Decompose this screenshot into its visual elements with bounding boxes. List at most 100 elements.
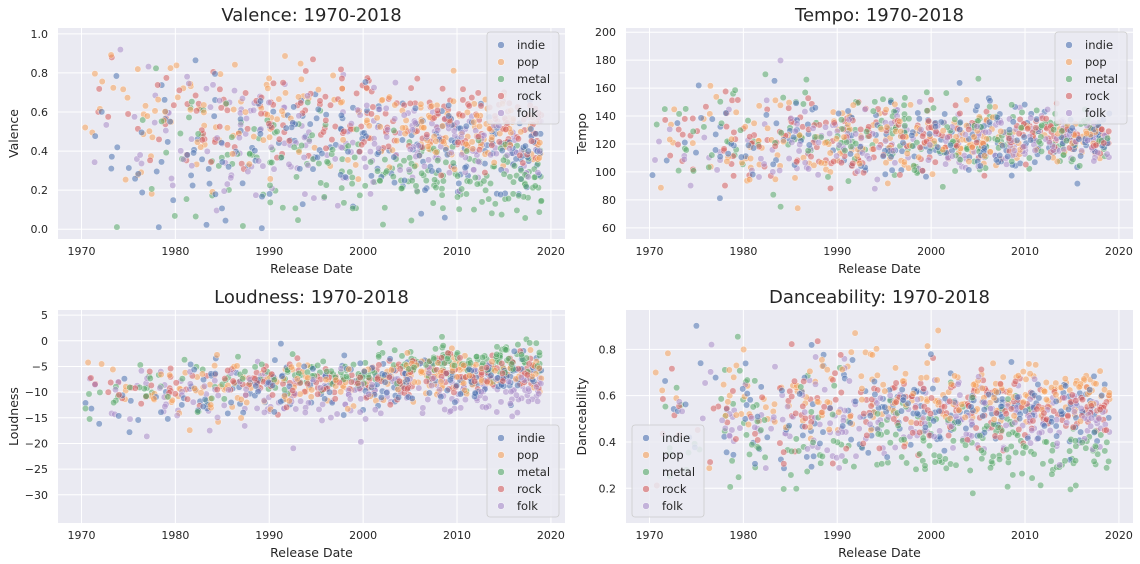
point-metal bbox=[485, 195, 493, 203]
point-rock bbox=[104, 113, 112, 121]
point-pop bbox=[387, 366, 395, 374]
point-rock bbox=[207, 158, 215, 166]
point-pop bbox=[796, 131, 804, 139]
point-folk bbox=[450, 127, 458, 135]
point-metal bbox=[220, 395, 228, 403]
point-pop bbox=[929, 170, 936, 178]
point-pop bbox=[403, 349, 411, 357]
point-folk bbox=[391, 79, 399, 87]
point-metal bbox=[850, 463, 858, 471]
point-metal bbox=[241, 368, 249, 375]
point-metal bbox=[432, 345, 439, 353]
point-folk bbox=[1020, 143, 1028, 150]
point-pop bbox=[762, 403, 770, 411]
point-pop bbox=[822, 139, 830, 146]
y-axis-label: Tempo bbox=[574, 113, 589, 155]
point-pop bbox=[173, 61, 180, 69]
point-pop bbox=[826, 149, 834, 157]
point-indie bbox=[161, 96, 169, 104]
point-rock bbox=[916, 429, 924, 436]
point-indie bbox=[1035, 394, 1043, 402]
point-indie bbox=[421, 186, 429, 194]
point-pop bbox=[295, 93, 302, 101]
point-metal bbox=[962, 455, 970, 462]
point-indie bbox=[108, 153, 116, 161]
point-pop bbox=[344, 405, 352, 413]
point-rock bbox=[956, 109, 964, 117]
point-metal bbox=[1017, 124, 1025, 132]
point-indie bbox=[1013, 136, 1021, 144]
point-pop bbox=[124, 94, 131, 102]
point-metal bbox=[874, 410, 882, 418]
point-metal bbox=[493, 350, 501, 358]
point-rock bbox=[728, 96, 736, 104]
point-indie bbox=[649, 171, 656, 179]
point-pop bbox=[535, 364, 543, 372]
point-folk bbox=[497, 398, 505, 406]
point-folk bbox=[430, 374, 438, 382]
point-rock bbox=[481, 169, 489, 177]
point-rock bbox=[776, 439, 784, 447]
point-rock bbox=[892, 379, 900, 387]
point-metal bbox=[537, 197, 545, 205]
legend-marker-indie bbox=[1065, 41, 1073, 49]
point-folk bbox=[954, 380, 962, 388]
point-rock bbox=[155, 135, 163, 143]
point-folk bbox=[223, 180, 231, 188]
point-rock bbox=[1105, 127, 1113, 135]
point-rock bbox=[925, 117, 933, 125]
chart-title: Danceability: 1970-2018 bbox=[769, 287, 990, 308]
point-pop bbox=[1022, 375, 1030, 383]
legend-label-metal: metal bbox=[1085, 72, 1118, 86]
y-tick-label: 0 bbox=[41, 335, 48, 348]
point-pop bbox=[832, 135, 840, 143]
point-indie bbox=[269, 381, 277, 389]
x-tick-label: 2020 bbox=[537, 529, 565, 542]
x-tick-label: 2010 bbox=[443, 529, 471, 542]
point-metal bbox=[1078, 439, 1086, 446]
point-folk bbox=[535, 390, 543, 398]
point-rock bbox=[837, 389, 845, 396]
point-metal bbox=[408, 177, 416, 185]
point-folk bbox=[981, 399, 989, 407]
point-indie bbox=[190, 366, 198, 374]
chart-title: Valence: 1970-2018 bbox=[221, 5, 401, 26]
point-folk bbox=[482, 404, 490, 411]
point-rock bbox=[407, 84, 415, 92]
point-folk bbox=[956, 391, 964, 399]
point-pop bbox=[933, 376, 941, 384]
point-metal bbox=[268, 159, 276, 166]
point-rock bbox=[996, 380, 1004, 388]
point-rock bbox=[270, 79, 277, 87]
point-indie bbox=[256, 97, 264, 105]
point-indie bbox=[443, 386, 451, 394]
point-pop bbox=[242, 108, 249, 116]
point-metal bbox=[939, 183, 947, 191]
point-folk bbox=[346, 395, 354, 403]
y-tick-label: 0.2 bbox=[599, 482, 617, 495]
point-metal bbox=[277, 153, 285, 161]
point-metal bbox=[502, 346, 509, 354]
point-rock bbox=[269, 391, 276, 399]
legend-label-indie: indie bbox=[1085, 38, 1113, 52]
point-pop bbox=[281, 392, 288, 400]
point-metal bbox=[96, 388, 104, 396]
point-indie bbox=[926, 147, 934, 155]
point-folk bbox=[687, 182, 695, 190]
point-pop bbox=[849, 101, 857, 109]
point-pop bbox=[970, 381, 978, 389]
point-metal bbox=[376, 177, 384, 185]
point-indie bbox=[1052, 397, 1060, 405]
point-folk bbox=[982, 128, 990, 136]
point-metal bbox=[349, 204, 357, 212]
point-indie bbox=[852, 398, 859, 405]
point-indie bbox=[481, 160, 489, 168]
point-metal bbox=[438, 191, 446, 199]
point-indie bbox=[1027, 136, 1035, 144]
point-rock bbox=[965, 125, 973, 133]
point-indie bbox=[898, 386, 906, 394]
point-indie bbox=[796, 390, 804, 398]
point-rock bbox=[980, 172, 988, 180]
point-rock bbox=[1087, 402, 1095, 410]
point-indie bbox=[839, 422, 847, 430]
